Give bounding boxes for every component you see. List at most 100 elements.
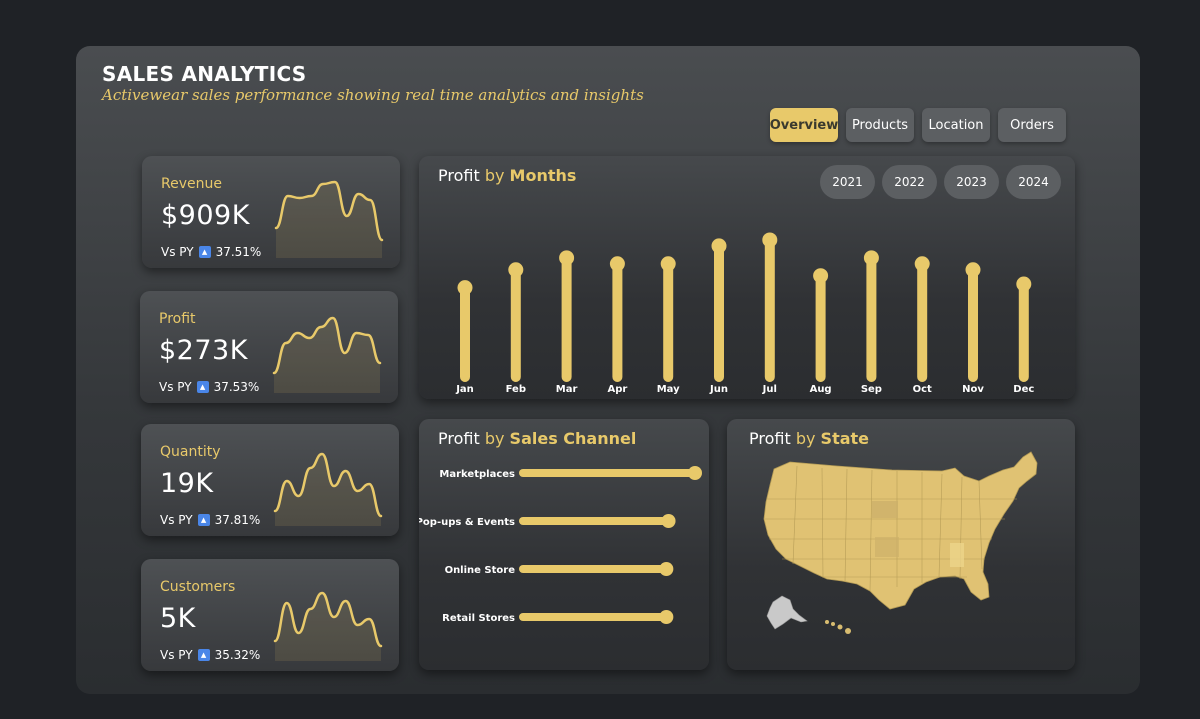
kpi-comparison: Vs PY ▲ 37.51% — [161, 245, 261, 259]
bar-cap — [1016, 276, 1032, 292]
sparkline-line — [273, 591, 383, 648]
kpi-compare-label: Vs PY — [160, 648, 193, 662]
month-bar-nov[interactable] — [965, 262, 981, 382]
month-bar-apr[interactable] — [609, 256, 625, 382]
sparkline-area — [274, 318, 380, 393]
year-button-2021[interactable]: 2021 — [820, 165, 875, 199]
panel-title: Profit by Sales Channel — [438, 429, 636, 448]
month-bar-sep[interactable] — [863, 250, 879, 382]
profit-by-months-panel: Profit by Months 2021 2022 2023 2024 Jan… — [419, 156, 1075, 399]
month-bar-mar[interactable] — [559, 250, 575, 382]
kpi-value: 5K — [160, 603, 196, 634]
panel-title: Profit by State — [749, 429, 869, 448]
hawaii-shape — [825, 620, 851, 634]
bar-cap — [559, 250, 575, 266]
tab-orders[interactable]: Orders — [998, 108, 1066, 142]
kpi-value: $273K — [159, 335, 248, 366]
month-tick-label: Apr — [607, 384, 627, 395]
month-tick-label: Oct — [913, 384, 932, 395]
year-button-2022[interactable]: 2022 — [882, 165, 937, 199]
kpi-card-quantity[interactable]: Quantity 19K Vs PY ▲ 37.81% — [141, 424, 399, 536]
kpi-change: 35.32% — [214, 648, 261, 662]
bar-cap — [863, 250, 879, 266]
alaska-shape — [766, 595, 808, 630]
bar-cap — [457, 280, 473, 296]
kpi-card-customers[interactable]: Customers 5K Vs PY ▲ 35.32% — [141, 559, 399, 671]
kpi-label: Quantity — [160, 444, 221, 460]
bar-cap — [711, 238, 727, 254]
sparkline-line — [272, 316, 382, 375]
channel-bar[interactable] — [519, 514, 676, 528]
title-by: by — [795, 429, 816, 448]
kpi-card-revenue[interactable]: Revenue $909K Vs PY ▲ 37.51% — [142, 156, 400, 268]
kpi-change: 37.81% — [214, 513, 261, 527]
month-tick-label: May — [657, 384, 680, 395]
kpi-comparison: Vs PY ▲ 37.81% — [160, 513, 260, 527]
kpi-comparison: Vs PY ▲ 37.53% — [159, 380, 259, 394]
sparkline-line — [273, 452, 383, 518]
month-tick-label: Jan — [455, 384, 474, 395]
bar-cap — [659, 562, 674, 576]
month-tick-label: Jun — [709, 384, 728, 395]
month-tick-label: Aug — [810, 384, 832, 395]
month-bar-jun[interactable] — [711, 238, 727, 382]
sparkline-line — [274, 180, 384, 242]
channel-bar[interactable] — [519, 610, 674, 624]
bar-cap — [609, 256, 625, 272]
kpi-change: 37.51% — [215, 245, 262, 259]
profit-by-sales-channel-chart: Marketplaces Pop-ups & Events Online Store… — [419, 466, 702, 624]
up-triangle-icon: ▲ — [197, 514, 210, 526]
page-subtitle: Activewear sales performance showing rea… — [102, 86, 644, 104]
customers-sparkline — [273, 591, 383, 661]
year-button-2023[interactable]: 2023 — [944, 165, 999, 199]
channel-label: Marketplaces — [439, 469, 515, 480]
title-dimension: Sales Channel — [509, 429, 637, 448]
us-state-map[interactable] — [727, 419, 1075, 670]
year-filter: 2021 2022 2023 2024 — [820, 165, 1061, 199]
month-bar-oct[interactable] — [914, 256, 930, 382]
bar-cap — [688, 466, 702, 480]
month-bar-dec[interactable] — [1016, 276, 1032, 382]
tab-location[interactable]: Location — [922, 108, 990, 142]
channel-label: Pop-ups & Events — [419, 517, 515, 528]
contiguous-us-shape — [763, 451, 1038, 610]
title-by: by — [484, 166, 505, 185]
month-bar-may[interactable] — [660, 256, 676, 382]
tab-overview[interactable]: Overview — [770, 108, 838, 142]
sparkline-area — [275, 454, 381, 526]
kpi-card-profit[interactable]: Profit $273K Vs PY ▲ 37.53% — [140, 291, 398, 403]
month-bar-aug[interactable] — [813, 268, 829, 382]
up-triangle-icon: ▲ — [197, 649, 210, 661]
title-measure: Profit — [438, 166, 480, 185]
panel-title: Profit by Months — [438, 166, 576, 185]
month-tick-label: Nov — [962, 384, 984, 395]
title-dimension: State — [820, 429, 870, 448]
kpi-value: $909K — [161, 200, 250, 231]
title-dimension: Months — [509, 166, 577, 185]
year-button-2024[interactable]: 2024 — [1006, 165, 1061, 199]
bar-cap — [661, 514, 676, 528]
kpi-label: Profit — [159, 311, 196, 327]
bar-cap — [762, 232, 778, 248]
month-bar-jul[interactable] — [762, 232, 778, 382]
bar-cap — [965, 262, 981, 278]
profit-sparkline — [272, 316, 382, 393]
bar-cap — [813, 268, 829, 284]
month-bar-jan[interactable] — [457, 280, 473, 382]
title-by: by — [484, 429, 505, 448]
sparkline-area — [276, 182, 382, 258]
bar-cap — [914, 256, 930, 272]
kpi-label: Revenue — [161, 176, 222, 192]
page-title: SALES ANALYTICS — [102, 62, 307, 86]
revenue-sparkline — [274, 180, 384, 258]
month-bar-feb[interactable] — [508, 262, 524, 382]
bar-cap — [659, 610, 674, 624]
dashboard-card: SALES ANALYTICS Activewear sales perform… — [76, 46, 1140, 694]
channel-bar[interactable] — [519, 562, 674, 576]
month-tick-label: Feb — [506, 384, 526, 395]
channel-bar[interactable] — [519, 466, 702, 480]
tab-products[interactable]: Products — [846, 108, 914, 142]
channel-label: Retail Stores — [442, 613, 515, 624]
month-tick-label: Jul — [762, 384, 777, 395]
bar-cap — [508, 262, 524, 278]
